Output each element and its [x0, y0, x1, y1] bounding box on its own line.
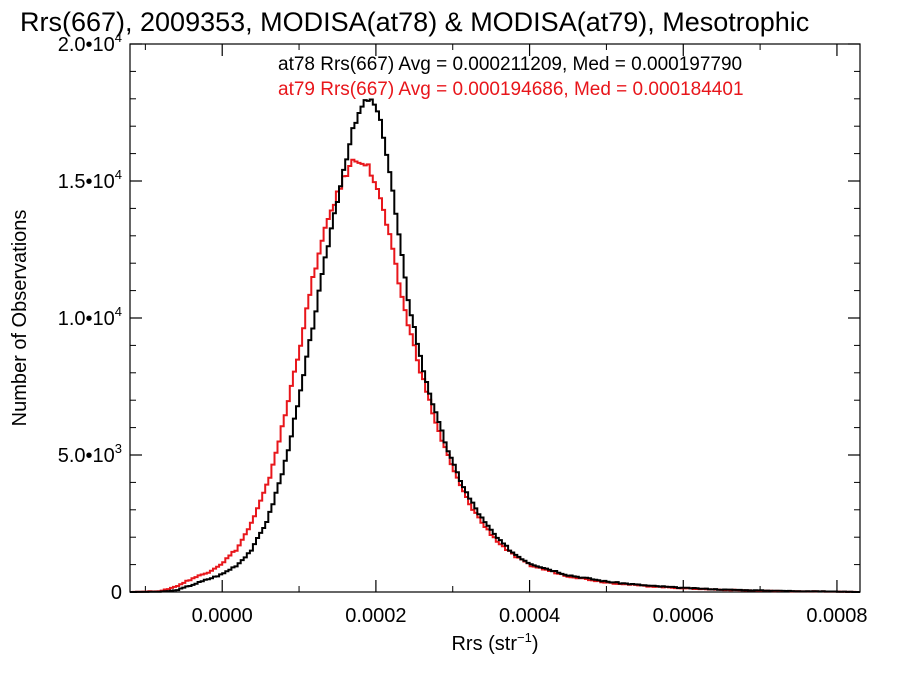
x-axis: 0.0000 0.0002 0.0004 0.0006 0.0008	[144, 44, 868, 627]
y-tick-label: 1.0•104	[58, 304, 122, 330]
x-tick-label: 0.0008	[806, 605, 867, 627]
y-axis-title: Number of Observations	[9, 210, 31, 427]
legend: at78 Rrs(667) Avg = 0.000211209, Med = 0…	[278, 54, 744, 100]
series-group	[130, 98, 860, 593]
x-tick-label: 0.0006	[653, 605, 714, 627]
plot-frame	[129, 43, 861, 593]
chart-title: Rrs(667), 2009353, MODISA(at78) & MODISA…	[20, 7, 809, 37]
legend-entry-at78: at78 Rrs(667) Avg = 0.000211209, Med = 0…	[278, 54, 742, 75]
legend-entry-at79: at79 Rrs(667) Avg = 0.000194686, Med = 0…	[278, 79, 744, 100]
x-tick-label: 0.0000	[192, 605, 253, 627]
x-tick-label: 0.0004	[499, 605, 560, 627]
x-axis-title: Rrs (str−1)	[451, 630, 538, 655]
y-tick-label: 5.0•103	[58, 441, 122, 467]
series-line-at78	[130, 98, 860, 593]
y-tick-label: 0	[111, 582, 122, 604]
y-tick-label: 2.0•104	[58, 30, 122, 56]
y-axis: 0 5.0•103 1.0•104 1.5•104 2.0•104	[58, 30, 860, 604]
y-tick-label: 1.5•104	[58, 167, 122, 193]
x-tick-label: 0.0002	[345, 605, 406, 627]
series-line-at79	[130, 158, 860, 593]
